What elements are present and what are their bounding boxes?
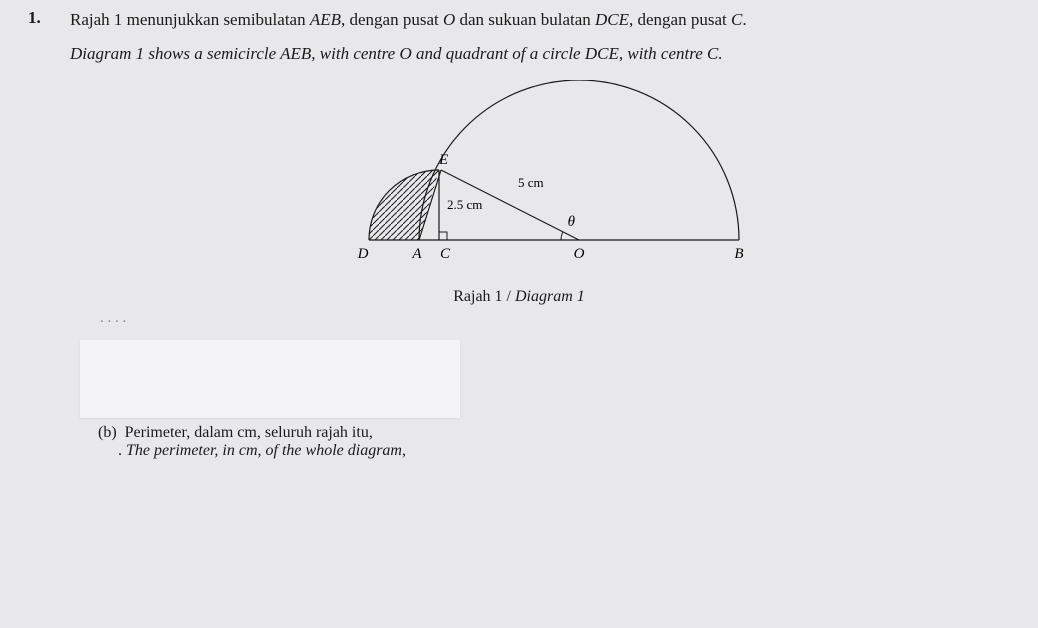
text: Rajah 1 menunjukkan semibulatan bbox=[70, 10, 310, 29]
question-line-ms: 1. Rajah 1 menunjukkan semibulatan AEB, … bbox=[28, 8, 1010, 32]
svg-text:E: E bbox=[438, 152, 448, 168]
text: , with centre bbox=[619, 44, 707, 63]
svg-text:C: C bbox=[440, 246, 451, 262]
text: AEB bbox=[280, 44, 311, 63]
text: and quadrant of a circle bbox=[412, 44, 585, 63]
text: DCE bbox=[585, 44, 619, 63]
svg-text:A: A bbox=[411, 246, 422, 262]
text: dan sukuan bulatan bbox=[455, 10, 595, 29]
text: C bbox=[707, 44, 718, 63]
text: , with centre bbox=[311, 44, 399, 63]
part-b-ms: Perimeter, dalam cm, seluruh rajah itu, bbox=[125, 424, 373, 441]
svg-text:B: B bbox=[734, 246, 743, 262]
svg-text:5 cm: 5 cm bbox=[518, 175, 544, 190]
caption-ms: Rajah 1 bbox=[453, 288, 502, 305]
text: O bbox=[399, 44, 411, 63]
caption-en: Diagram 1 bbox=[515, 288, 585, 305]
text: , dengan pusat bbox=[341, 10, 443, 29]
text: , dengan pusat bbox=[629, 10, 731, 29]
text: Diagram 1 shows a semicircle bbox=[70, 44, 280, 63]
question-text-ms: Rajah 1 menunjukkan semibulatan AEB, den… bbox=[70, 8, 747, 32]
text: . . . . bbox=[100, 310, 126, 326]
question-number: 1. bbox=[28, 8, 50, 32]
caption-sep: / bbox=[503, 288, 515, 305]
diagram-svg: E D A C O B 5 cm 2.5 cm θ bbox=[259, 80, 779, 280]
text: O bbox=[443, 10, 455, 29]
text: DCE bbox=[595, 10, 629, 29]
text: . bbox=[718, 44, 722, 63]
svg-text:D: D bbox=[357, 246, 369, 262]
svg-text:O: O bbox=[574, 246, 585, 262]
text: . bbox=[742, 10, 746, 29]
part-b: (b) Perimeter, dalam cm, seluruh rajah i… bbox=[98, 424, 1010, 460]
figure-caption: Rajah 1 / Diagram 1 bbox=[259, 288, 779, 306]
part-b-label: (b) bbox=[98, 424, 117, 441]
svg-text:θ: θ bbox=[568, 214, 576, 230]
question-text-en: Diagram 1 shows a semicircle AEB, with c… bbox=[70, 44, 1010, 64]
svg-text:2.5 cm: 2.5 cm bbox=[447, 197, 482, 212]
garbled-text: . . . . bbox=[80, 310, 480, 340]
text: C bbox=[731, 10, 742, 29]
part-b-en: The perimeter, in cm, of the whole diagr… bbox=[126, 442, 406, 459]
text: AEB bbox=[310, 10, 341, 29]
answer-box bbox=[80, 340, 460, 418]
figure-container: E D A C O B 5 cm 2.5 cm θ Rajah 1 / Diagram 1 bbox=[259, 80, 779, 306]
